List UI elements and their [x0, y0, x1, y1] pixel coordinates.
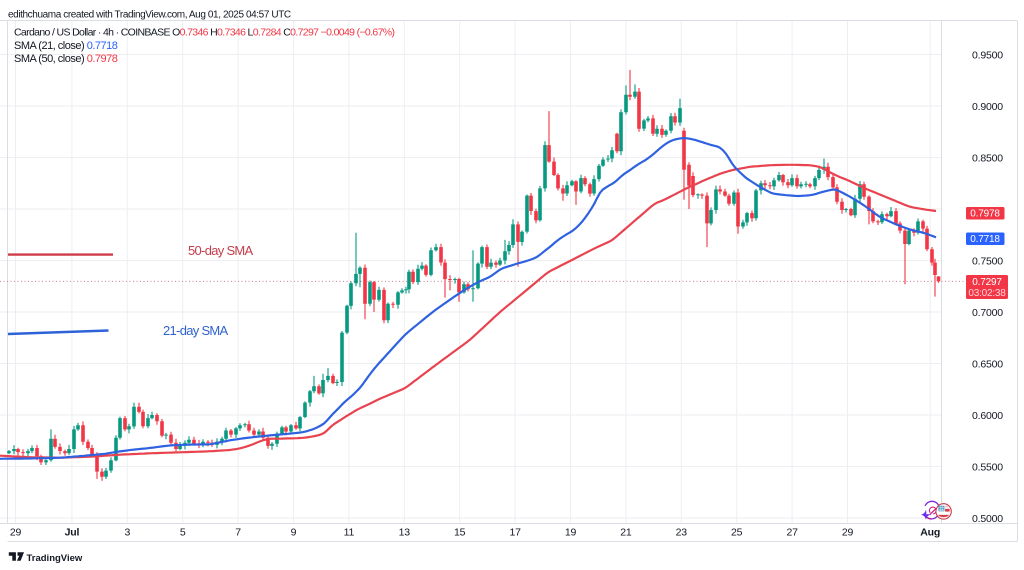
svg-text:27: 27	[786, 527, 798, 539]
svg-text:Aug: Aug	[920, 527, 940, 539]
svg-text:0.7297: 0.7297	[972, 277, 1002, 288]
svg-text:17: 17	[509, 527, 521, 539]
svg-text:SMA (50, close) 0.7978: SMA (50, close) 0.7978	[14, 53, 118, 65]
svg-text:19: 19	[565, 527, 577, 539]
svg-text:TradingView: TradingView	[27, 553, 83, 564]
svg-text:3: 3	[124, 527, 130, 539]
svg-text:0.7500: 0.7500	[972, 255, 1003, 267]
svg-text:21-day SMA: 21-day SMA	[163, 323, 229, 338]
svg-text:SMA (21, close) 0.7718: SMA (21, close) 0.7718	[14, 40, 118, 52]
svg-text:21: 21	[620, 527, 632, 539]
svg-text:0.5000: 0.5000	[972, 513, 1003, 525]
svg-text:0.6000: 0.6000	[972, 410, 1003, 422]
svg-text:0.7978: 0.7978	[970, 209, 1000, 220]
svg-text:23: 23	[676, 527, 688, 539]
svg-text:0.9000: 0.9000	[972, 101, 1003, 113]
svg-text:0.6500: 0.6500	[972, 358, 1003, 370]
svg-text:Cardano / US Dollar · 4h · COI: Cardano / US Dollar · 4h · COINBASE O0.7…	[14, 27, 394, 39]
svg-text:29: 29	[10, 527, 22, 539]
svg-text:0.7000: 0.7000	[972, 307, 1003, 319]
svg-text:15: 15	[454, 527, 466, 539]
svg-text:03:02:38: 03:02:38	[968, 288, 1006, 299]
svg-text:13: 13	[399, 527, 411, 539]
svg-text:11: 11	[344, 527, 355, 539]
svg-text:0.5500: 0.5500	[972, 461, 1003, 473]
svg-text:7: 7	[235, 527, 241, 539]
svg-text:0.9500: 0.9500	[972, 49, 1003, 61]
svg-text:50-day SMA: 50-day SMA	[188, 243, 254, 258]
svg-text:0.8500: 0.8500	[972, 152, 1003, 164]
svg-text:0.7718: 0.7718	[970, 234, 1000, 245]
svg-text:edithchuama created with Tradi: edithchuama created with TradingView.com…	[8, 10, 291, 21]
svg-text:25: 25	[731, 527, 743, 539]
svg-text:9: 9	[291, 527, 297, 539]
svg-text:5: 5	[180, 527, 186, 539]
svg-text:29: 29	[842, 527, 854, 539]
svg-text:Jul: Jul	[65, 527, 80, 539]
